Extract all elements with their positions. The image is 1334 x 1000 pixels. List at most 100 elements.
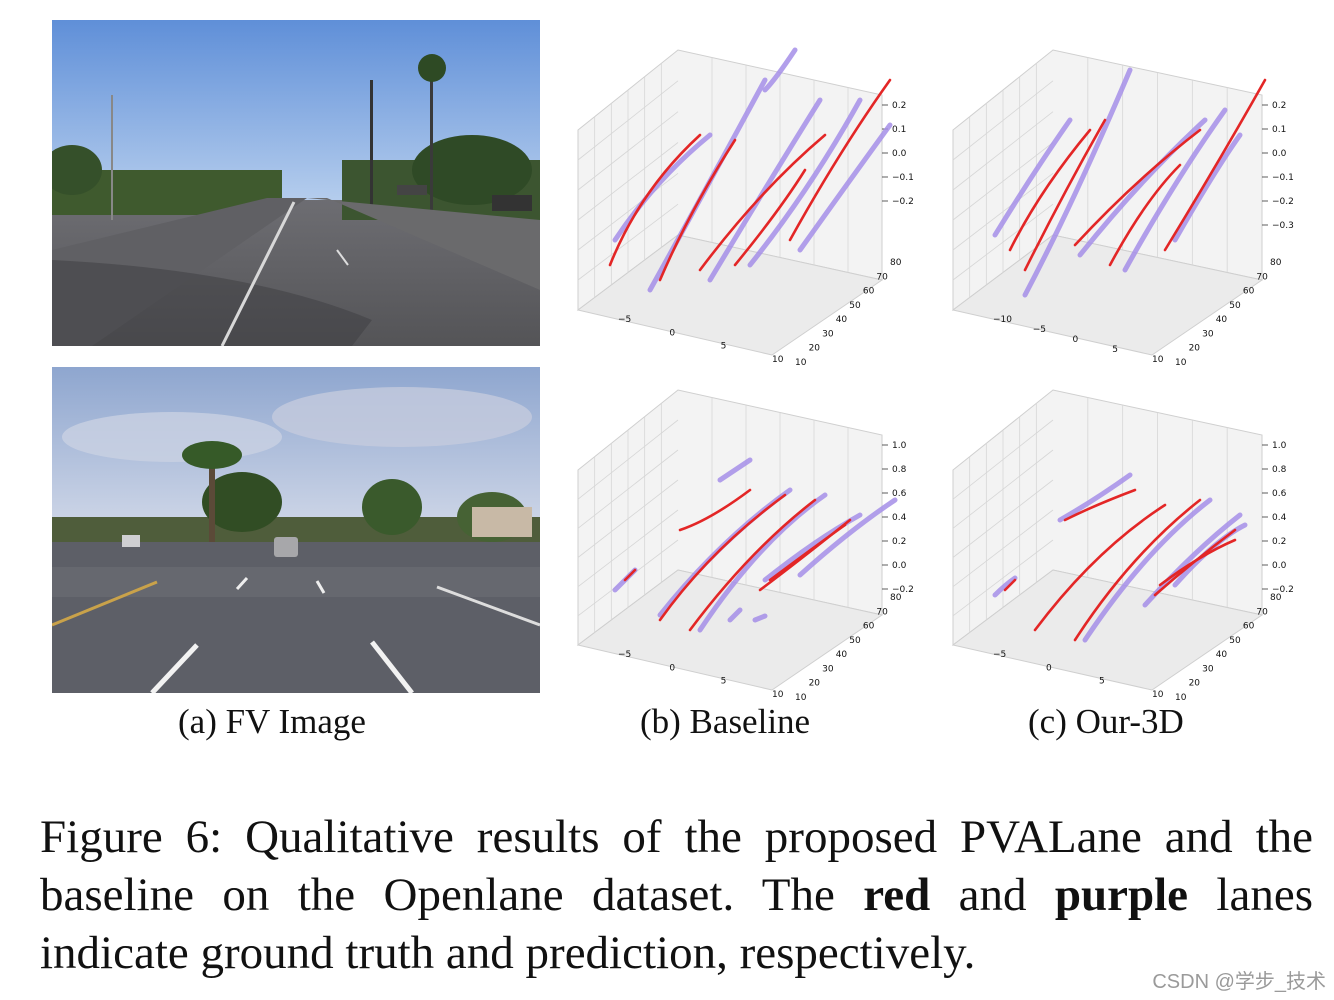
y-tick-label: 50 [849,636,861,646]
x-tick-label: −5 [993,650,1006,660]
z-tick-label: 0.8 [1272,465,1287,475]
caption-and: and [930,869,1055,921]
y-tick-label: 10 [1175,358,1187,368]
y-tick-label: 40 [836,650,848,660]
fv-image-bottom [52,367,540,693]
z-tick-label: 0.4 [892,513,907,523]
y-tick-label: 80 [890,258,902,268]
ground-truth-lane [1163,78,1267,252]
x-tick-label: 5 [1099,677,1105,687]
ground-truth-lane [608,133,702,267]
ground-truth-lane [768,523,847,582]
x-tick-label: −5 [1033,325,1046,335]
x-tick-label: 0 [669,328,675,338]
y-tick-label: 80 [1270,593,1282,603]
ground-truth-lane [733,168,807,267]
watermark: CSDN @学步_技术 [1152,971,1326,993]
x-tick-label: −5 [618,315,631,325]
y-tick-label: 10 [1175,693,1187,703]
ground-truth-lane [623,568,637,582]
z-tick-label: −0.1 [1272,173,1294,183]
y-tick-label: 30 [822,329,834,339]
figure-caption: Figure 6: Qualitative results of the pro… [40,808,1313,982]
y-tick-label: 70 [1256,272,1268,282]
z-tick-label: 0.1 [1272,125,1286,135]
plot-top-baseline: 0.2 0.1 0.0 −0.1 −0.2 80 70 60 50 40 30 20 10 −5 0 5 10 [560,40,930,370]
prediction-lane [1082,497,1213,643]
prediction-lane [707,97,823,283]
axes-box [951,49,1264,356]
prediction-lane [747,97,863,268]
y-tick-label: 20 [809,344,821,354]
prediction-lane [1122,107,1228,273]
ground-truth-lane [658,138,737,282]
y-tick-label: 50 [1229,301,1241,311]
z-tick-label: −0.2 [1272,197,1294,207]
y-tick-label: 40 [1216,315,1228,325]
x-tick-label: 0 [1046,663,1052,673]
x-tick-label: 5 [1112,345,1118,355]
z-tick-label: 1.0 [1272,441,1287,451]
y-tick-label: 20 [1189,679,1201,689]
prediction-lane [697,492,828,633]
x-tick-label: 5 [721,677,727,687]
y-tick-label: 40 [836,315,848,325]
y-tick-label: 40 [1216,650,1228,660]
y-tick-label: 70 [876,607,888,617]
y-tick-label: 60 [863,287,875,297]
y-tick-label: 20 [1189,344,1201,354]
x-tick-label: 10 [1152,690,1164,700]
prediction-lane [717,457,753,483]
x-tick-label: 5 [721,342,727,352]
ground-truth-lane [1003,578,1017,592]
prediction-lane [727,607,743,623]
z-tick-label: 0.0 [1272,561,1287,571]
plot-top-ours: 0.2 0.1 0.0 −0.1 −0.2 −0.3 80 70 60 50 40 30 20 10 −10… [935,40,1310,370]
prediction-lane [797,122,893,253]
prediction-lane [612,132,713,243]
z-tick-label: −0.3 [1272,221,1294,231]
axes-box [576,389,884,691]
prediction-lane [1057,472,1133,523]
subcaption-baseline: (b) Baseline [640,702,811,741]
ground-truth-lane [678,488,752,532]
y-tick-label: 80 [890,593,902,603]
z-tick-label: 0.8 [892,465,907,475]
ground-truth-lane [1108,163,1182,267]
ground-truth-lane [1073,128,1202,247]
z-tick-label: 0.2 [1272,101,1286,111]
ground-truth-lane [688,498,817,632]
prediction-lane [762,47,798,93]
x-tick-label: −10 [993,315,1012,325]
z-tick-label: −0.2 [1272,585,1294,595]
y-tick-label: 10 [795,358,807,368]
ground-truth-lane [1008,128,1092,252]
prediction-lane [797,497,898,578]
ground-truth-lane [1033,503,1167,632]
x-tick-label: 0 [1073,335,1079,345]
ground-truth-lane [1063,488,1137,522]
y-tick-label: 50 [849,301,861,311]
z-tick-label: 0.0 [892,561,907,571]
y-tick-label: 30 [1202,664,1214,674]
ground-truth-lane [1023,118,1107,272]
z-tick-label: 0.6 [1272,489,1287,499]
subcaption-our-3d: (c) Our-3D [1028,702,1184,741]
x-tick-label: 10 [1152,355,1164,365]
y-tick-label: 70 [1256,607,1268,617]
x-tick-label: 10 [772,690,784,700]
prediction-lane [752,613,768,623]
prediction-lane [1077,117,1208,258]
ground-truth-lane [698,133,827,272]
y-tick-label: 70 [876,272,888,282]
x-tick-label: 10 [772,355,784,365]
y-tick-label: 60 [863,622,875,632]
y-tick-label: 60 [1243,622,1255,632]
z-tick-label: 0.4 [1272,513,1287,523]
z-tick-label: 0.6 [892,489,907,499]
caption-suffix: lanes indicate ground truth and predicti… [40,869,1313,979]
z-tick-label: 0.0 [892,149,907,159]
prediction-lane [1022,67,1133,298]
z-tick-label: 0.0 [1272,149,1287,159]
y-tick-label: 80 [1270,258,1282,268]
